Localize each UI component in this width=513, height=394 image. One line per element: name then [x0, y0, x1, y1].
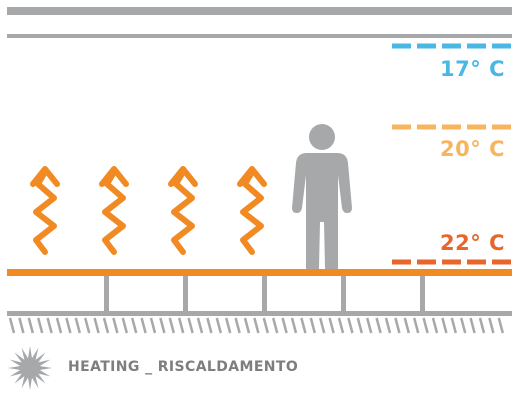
ceiling-line [7, 34, 512, 38]
hatch-mark [121, 317, 129, 334]
hatch-mark [243, 317, 251, 334]
hatch-mark [328, 317, 335, 334]
hatch-mark [206, 317, 213, 334]
hatch-mark [140, 317, 147, 334]
floor-supports [104, 276, 425, 313]
heated-floor [7, 269, 512, 276]
hatch-mark [36, 317, 44, 334]
footer-label: HEATING _ RISCALDAMENTO [68, 359, 299, 375]
hatch-mark [394, 317, 401, 334]
hatch-mark [46, 317, 53, 334]
heat-wave-icon [237, 166, 267, 255]
hatch-mark [130, 317, 138, 334]
hatch-mark [469, 317, 476, 334]
hatch-mark [497, 317, 505, 334]
hatch-mark [488, 317, 495, 334]
hatch-mark [196, 317, 204, 334]
ceiling-band [7, 7, 512, 15]
hatch-mark [431, 317, 439, 334]
hatch-mark [337, 317, 345, 334]
hatch-mark [450, 317, 458, 334]
hatch-mark [441, 317, 448, 334]
sun-burst-icon [8, 346, 52, 390]
hatch-mark [347, 317, 354, 334]
heat-wave-icon [99, 166, 129, 255]
hatch-mark [8, 317, 16, 334]
hatch-mark [253, 317, 260, 334]
hatch-mark [215, 317, 223, 334]
hatch-mark [102, 317, 110, 334]
hatch-mark [234, 317, 241, 334]
heat-wave-icon [168, 166, 198, 255]
hatch-mark [83, 317, 91, 334]
hatch-mark [149, 317, 157, 334]
hatch-mark [27, 317, 35, 334]
hatch-mark [177, 317, 185, 334]
hatch-mark [375, 317, 382, 334]
hatch-mark [187, 317, 194, 334]
temp-label-22: 22° C [440, 231, 505, 255]
hatch-mark [271, 317, 279, 334]
hatch-mark [74, 317, 82, 334]
person-icon [292, 124, 352, 273]
hatch-mark [478, 317, 486, 334]
temp-label-17: 17° C [440, 57, 505, 81]
hatch-mark [356, 317, 364, 334]
hatch-mark [262, 317, 270, 334]
temp-label-20: 20° C [440, 137, 505, 161]
hatch-mark [412, 317, 420, 334]
ground-slab [7, 311, 512, 316]
hatch-mark [55, 317, 63, 334]
hatch-mark [422, 317, 429, 334]
hatch-mark [384, 317, 392, 334]
hatch-mark [318, 317, 326, 334]
heat-wave-icon [30, 166, 60, 255]
hatch-mark [281, 317, 288, 334]
hatch-mark [159, 317, 166, 334]
hatch-mark [18, 317, 25, 334]
hatch-mark [65, 317, 72, 334]
hatch-mark [93, 317, 100, 334]
hatch-mark [224, 317, 232, 334]
hatch-mark [459, 317, 467, 334]
hatch-mark [300, 317, 307, 334]
hatch-mark [403, 317, 411, 334]
ground-hatch [8, 317, 505, 334]
hatch-mark [168, 317, 176, 334]
hatch-mark [112, 317, 119, 334]
hatch-mark [365, 317, 373, 334]
hatch-mark [309, 317, 317, 334]
hatch-mark [290, 317, 298, 334]
